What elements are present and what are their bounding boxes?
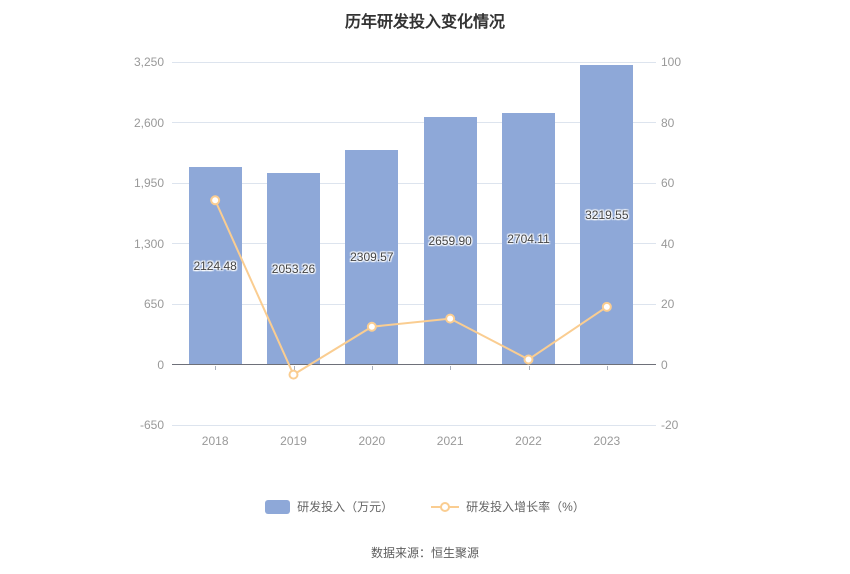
gridline bbox=[172, 424, 650, 426]
right-axis-tick-label: 100 bbox=[661, 55, 682, 69]
right-axis-tick-label: 40 bbox=[661, 236, 675, 251]
gridline bbox=[172, 61, 650, 63]
bar-2019[interactable] bbox=[267, 173, 320, 365]
bar-value-label-2020: 2309.57 bbox=[350, 250, 394, 265]
x-axis-tick bbox=[450, 365, 452, 370]
left-axis-tick-label: 3,250 bbox=[133, 55, 164, 69]
left-axis-tick-label: 650 bbox=[143, 297, 164, 311]
bar-2023[interactable] bbox=[580, 64, 634, 365]
right-axis-tick bbox=[650, 61, 656, 63]
x-axis-label-2021: 2021 bbox=[436, 434, 464, 448]
gridline bbox=[172, 243, 650, 244]
left-axis-tick-label: -650 bbox=[139, 418, 164, 432]
bar-2022[interactable] bbox=[502, 112, 555, 365]
x-axis-label-2018: 2018 bbox=[201, 434, 229, 448]
left-axis-tick-label: 2,600 bbox=[133, 115, 164, 130]
bar-value-label-2022: 2704.11 bbox=[507, 231, 550, 246]
x-axis-tick bbox=[528, 365, 530, 370]
right-axis-tick bbox=[650, 303, 656, 305]
x-axis-tick bbox=[606, 365, 608, 370]
x-axis-line bbox=[172, 364, 650, 365]
line-point-2021[interactable] bbox=[445, 313, 456, 324]
bar-value-label-2021: 2659.90 bbox=[428, 233, 472, 248]
x-axis-tick bbox=[215, 365, 217, 370]
x-axis-label-2019: 2019 bbox=[280, 434, 307, 448]
bar-series-swatch bbox=[265, 499, 291, 514]
right-axis-tick bbox=[650, 424, 656, 426]
right-axis-tick-label: 20 bbox=[661, 297, 675, 311]
x-axis-label-2023: 2023 bbox=[593, 434, 621, 448]
x-axis-label-2022: 2022 bbox=[515, 434, 542, 448]
growth-rate-line bbox=[214, 199, 608, 377]
legend-line-label: 研发投入增长率（%） bbox=[466, 500, 585, 514]
right-axis-tick-label: 60 bbox=[661, 176, 675, 190]
legend: 研发投入（万元） 研发投入增长率（%） bbox=[0, 498, 850, 515]
right-axis-tick bbox=[650, 243, 656, 244]
gridline bbox=[172, 122, 650, 123]
right-axis-tick bbox=[650, 364, 656, 365]
right-axis-tick-label: 80 bbox=[661, 115, 675, 130]
chart-title: 历年研发投入变化情况 bbox=[344, 14, 505, 31]
bar-value-label-2023: 3219.55 bbox=[585, 207, 629, 222]
gridline bbox=[172, 182, 650, 184]
gridline bbox=[172, 303, 650, 305]
right-axis-tick-label: 0 bbox=[661, 357, 668, 372]
line-point-2022[interactable] bbox=[523, 354, 534, 365]
right-axis-tick bbox=[650, 182, 656, 184]
line-series-icon bbox=[431, 500, 460, 514]
bar-value-label-2019: 2053.26 bbox=[271, 261, 316, 276]
right-axis-tick bbox=[650, 122, 656, 123]
left-axis-tick-label: 1,950 bbox=[133, 176, 164, 190]
bar-value-label-2018: 2124.48 bbox=[193, 258, 237, 273]
left-axis-tick-label: 1,300 bbox=[133, 236, 164, 251]
x-axis-tick bbox=[371, 365, 373, 370]
left-axis-tick-label: 0 bbox=[157, 357, 164, 372]
x-axis-label-2020: 2020 bbox=[358, 434, 386, 448]
right-axis-tick-label: -20 bbox=[661, 418, 679, 432]
line-point-2020[interactable] bbox=[366, 321, 377, 332]
legend-bar-label: 研发投入（万元） bbox=[297, 500, 394, 514]
legend-item-bar[interactable]: 研发投入（万元） bbox=[265, 498, 393, 515]
line-point-2019[interactable] bbox=[288, 369, 299, 380]
x-axis-tick bbox=[293, 365, 295, 370]
line-point-2023[interactable] bbox=[601, 301, 612, 312]
data-source-caption: 数据来源：恒生聚源 bbox=[370, 546, 479, 560]
legend-item-line[interactable]: 研发投入增长率（%） bbox=[431, 498, 585, 515]
line-point-2018[interactable] bbox=[210, 195, 221, 206]
